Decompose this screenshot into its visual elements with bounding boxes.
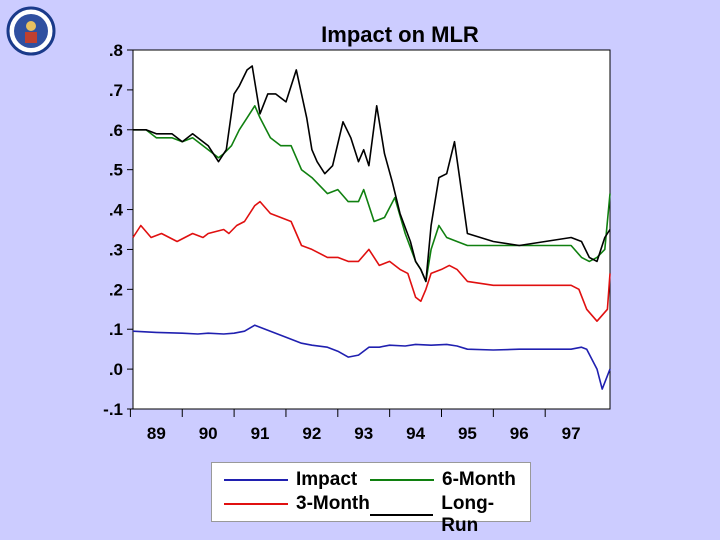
x-tick-label: 92	[302, 424, 321, 443]
y-tick-label: .6	[109, 121, 123, 140]
legend-longrun-line	[370, 514, 434, 516]
x-tick-label: 95	[458, 424, 477, 443]
seal-logo	[6, 6, 56, 56]
series-layer	[132, 65, 611, 390]
y-tick-label: -.1	[103, 400, 123, 419]
legend-impact-label: Impact	[296, 469, 358, 490]
x-tick-label: 97	[562, 424, 581, 443]
x-axis: 89 90 91 92 93 94 95 96 97	[129, 409, 581, 443]
legend-longrun: Long-Run	[370, 493, 530, 537]
plot-area	[132, 49, 611, 410]
x-tick-label: 89	[147, 424, 166, 443]
y-tick-label: .2	[109, 280, 123, 299]
legend-6month-line	[370, 479, 434, 481]
y-tick-label: .0	[109, 360, 123, 379]
x-tick-label: 93	[354, 424, 373, 443]
y-tick-label: .5	[109, 161, 123, 180]
y-tick-label: .1	[109, 320, 123, 339]
x-tick-label: 96	[510, 424, 529, 443]
y-tick-label: .7	[109, 81, 123, 100]
legend-longrun-label: Long-Run	[441, 493, 495, 536]
x-tick-label: 91	[251, 424, 270, 443]
chart-title: Impact on MLR	[321, 22, 479, 47]
legend: Impact 3-Month 6-Month Long-Run	[211, 462, 531, 536]
legend-3month: 3-Month	[224, 493, 370, 515]
legend-3month-line	[224, 503, 288, 505]
legend-3month-label: 3-Month	[296, 493, 370, 514]
series-line-m3	[132, 200, 611, 323]
y-tick-label: .3	[109, 240, 123, 259]
x-tick-label: 94	[406, 424, 425, 443]
legend-impact-line	[224, 479, 288, 481]
series-line-lr	[133, 65, 611, 283]
y-tick-label: .8	[109, 41, 123, 60]
x-tick-label: 90	[199, 424, 218, 443]
y-tick-label: .4	[109, 201, 124, 220]
legend-6month: 6-Month	[370, 469, 516, 491]
legend-impact: Impact	[224, 469, 357, 491]
y-axis: .8 .7 .6 .5 .4 .3 .2 .1 .0 -.1	[103, 41, 133, 419]
series-line-impact	[132, 324, 611, 390]
legend-6month-label: 6-Month	[442, 469, 516, 490]
